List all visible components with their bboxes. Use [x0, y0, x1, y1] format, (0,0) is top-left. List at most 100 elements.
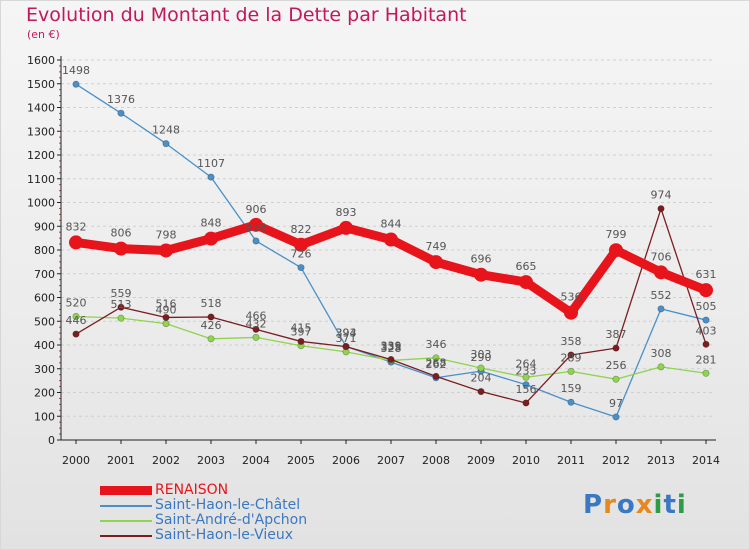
- legend-item: RENAISON: [100, 482, 360, 499]
- data-label: 505: [696, 300, 717, 313]
- y-tick-label: 1000: [27, 197, 55, 210]
- y-tick-label: 1300: [27, 125, 55, 138]
- data-point: [477, 364, 485, 372]
- data-point: [249, 217, 263, 232]
- data-point: [72, 312, 80, 320]
- data-label: 303: [471, 348, 492, 361]
- data-label: 806: [111, 227, 132, 240]
- legend-item: Saint-André-d'Apchon: [100, 512, 360, 529]
- data-label: 446: [66, 314, 87, 327]
- logo-letter: t: [663, 490, 677, 520]
- y-tick-label: 900: [34, 220, 55, 233]
- data-label: 394: [336, 326, 357, 339]
- y-tick-label: 100: [34, 410, 55, 423]
- data-point: [432, 372, 440, 380]
- data-point: [252, 325, 260, 333]
- data-label: 403: [696, 324, 717, 337]
- data-point: [207, 173, 215, 181]
- logo-letter: P: [583, 490, 604, 520]
- data-point: [429, 255, 443, 270]
- data-label: 726: [291, 248, 312, 261]
- x-tick-label: 2007: [377, 454, 405, 467]
- data-label: 799: [606, 228, 627, 241]
- data-label: 308: [651, 347, 672, 360]
- data-point: [342, 343, 350, 351]
- data-point: [72, 80, 80, 88]
- chart-title: Evolution du Montant de la Dette par Hab…: [26, 4, 467, 26]
- data-label: 1498: [62, 64, 90, 77]
- data-label: 848: [201, 217, 222, 230]
- data-label: 1107: [197, 157, 225, 170]
- y-tick-label: 800: [34, 244, 55, 257]
- data-point: [297, 264, 305, 272]
- data-point: [654, 265, 668, 280]
- data-point: [162, 313, 170, 321]
- data-label: 798: [156, 228, 177, 241]
- data-label: 844: [381, 218, 402, 231]
- data-point: [204, 231, 218, 246]
- data-point: [612, 344, 620, 352]
- data-label: 974: [651, 189, 672, 202]
- data-point: [207, 313, 215, 321]
- logo-letter: r: [603, 490, 617, 520]
- logo-letter: o: [616, 490, 636, 520]
- data-label: 706: [651, 250, 672, 263]
- data-label: 631: [696, 268, 717, 281]
- data-point: [384, 232, 398, 247]
- data-point: [567, 398, 575, 406]
- x-tick-label: 2012: [602, 454, 630, 467]
- data-label: 490: [156, 304, 177, 317]
- data-point: [162, 320, 170, 328]
- legend-swatch: [100, 520, 152, 522]
- y-tick-label: 700: [34, 268, 55, 281]
- data-label: 822: [291, 223, 312, 236]
- data-label: 346: [426, 338, 447, 351]
- data-label: 264: [516, 357, 537, 370]
- data-point: [114, 241, 128, 256]
- data-point: [432, 354, 440, 362]
- data-label: 97: [609, 397, 623, 410]
- data-label: 281: [696, 353, 717, 366]
- data-label: 358: [561, 335, 582, 348]
- y-tick-label: 1200: [27, 149, 55, 162]
- data-label: 256: [606, 359, 627, 372]
- data-label: 339: [381, 339, 402, 352]
- y-tick-label: 500: [34, 315, 55, 328]
- y-tick-label: 1100: [27, 173, 55, 186]
- data-label: 371: [336, 332, 357, 345]
- legend-swatch: [100, 486, 152, 495]
- data-label: 156: [516, 383, 537, 396]
- data-label: 520: [66, 297, 87, 310]
- data-point: [387, 355, 395, 363]
- data-point: [702, 316, 710, 324]
- x-tick-label: 2005: [287, 454, 315, 467]
- logo-letter: i: [653, 490, 664, 520]
- data-point: [522, 399, 530, 407]
- y-tick-label: 400: [34, 339, 55, 352]
- data-label: 393: [336, 327, 357, 340]
- data-label: 513: [111, 298, 132, 311]
- chart-subtitle: (en €): [27, 28, 60, 41]
- data-point: [567, 367, 575, 375]
- data-point: [657, 205, 665, 213]
- data-point: [519, 275, 533, 290]
- data-label: 204: [471, 372, 492, 385]
- data-label: 838: [246, 221, 267, 234]
- data-label: 415: [291, 321, 312, 334]
- data-label: 516: [156, 297, 177, 310]
- y-tick-label: 200: [34, 387, 55, 400]
- legend-label: Saint-André-d'Apchon: [155, 512, 308, 528]
- x-tick-label: 2011: [557, 454, 585, 467]
- x-tick-label: 2004: [242, 454, 270, 467]
- data-point: [522, 381, 530, 389]
- x-tick-label: 2014: [692, 454, 720, 467]
- data-point: [522, 373, 530, 381]
- data-point: [117, 303, 125, 311]
- data-point: [609, 243, 623, 258]
- data-label: 335: [381, 340, 402, 353]
- data-point: [657, 305, 665, 313]
- x-tick-label: 2001: [107, 454, 135, 467]
- data-point: [702, 369, 710, 377]
- data-point: [207, 335, 215, 343]
- legend-item: Saint-Haon-le-Vieux: [100, 527, 360, 544]
